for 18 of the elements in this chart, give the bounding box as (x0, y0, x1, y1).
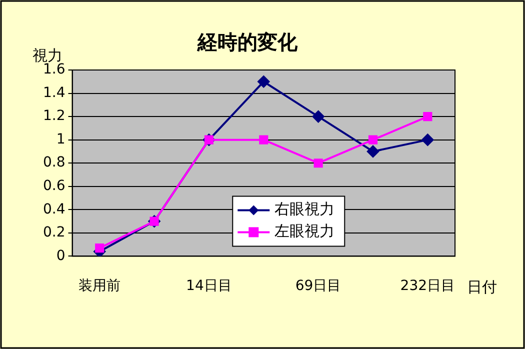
y-tick-label: 1.6 (43, 62, 66, 78)
y-tick-label: 0 (56, 248, 66, 264)
chart-title: 経時的変化 (196, 30, 298, 54)
y-tick-label: 0.8 (43, 154, 66, 171)
y-tick-label: 0.6 (43, 178, 66, 194)
x-tick-label: 14日目 (186, 278, 232, 294)
legend-label: 右眼視力 (274, 200, 335, 218)
x-tick-label: 232日目 (400, 278, 456, 294)
x-tick-label: 69日目 (295, 278, 342, 294)
legend-label: 左眼視力 (274, 222, 335, 240)
x-tick-label: 装用前 (78, 278, 121, 294)
y-tick-label: 1.2 (43, 108, 66, 124)
x-axis-title: 日付 (467, 278, 497, 296)
y-axis-title: 視力 (32, 46, 62, 64)
y-tick-label: 0.4 (43, 201, 66, 218)
y-tick-label: 1 (56, 131, 66, 148)
y-tick-label: 0.2 (43, 224, 66, 241)
y-tick-label: 1.4 (43, 84, 66, 101)
